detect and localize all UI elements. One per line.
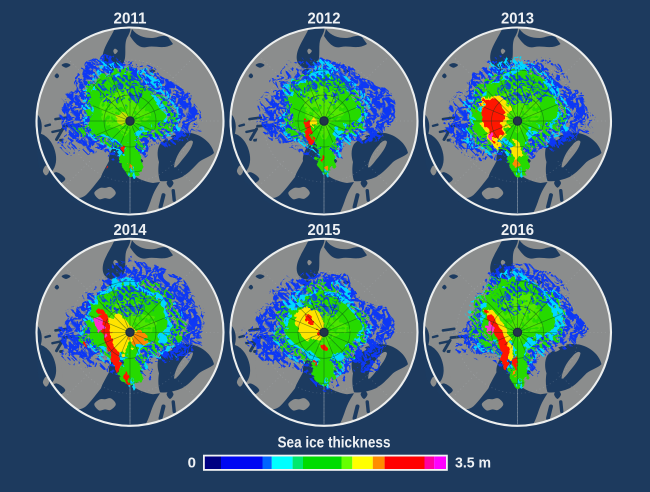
svg-text:3.5 m: 3.5 m bbox=[455, 455, 491, 472]
svg-text:2011: 2011 bbox=[114, 10, 147, 27]
svg-text:0: 0 bbox=[188, 455, 196, 472]
svg-text:2012: 2012 bbox=[308, 10, 341, 27]
svg-text:2013: 2013 bbox=[501, 10, 534, 27]
svg-text:2015: 2015 bbox=[308, 222, 341, 239]
svg-text:2014: 2014 bbox=[114, 222, 147, 239]
svg-text:Sea ice thickness: Sea ice thickness bbox=[278, 435, 391, 452]
svg-text:2016: 2016 bbox=[501, 222, 534, 239]
